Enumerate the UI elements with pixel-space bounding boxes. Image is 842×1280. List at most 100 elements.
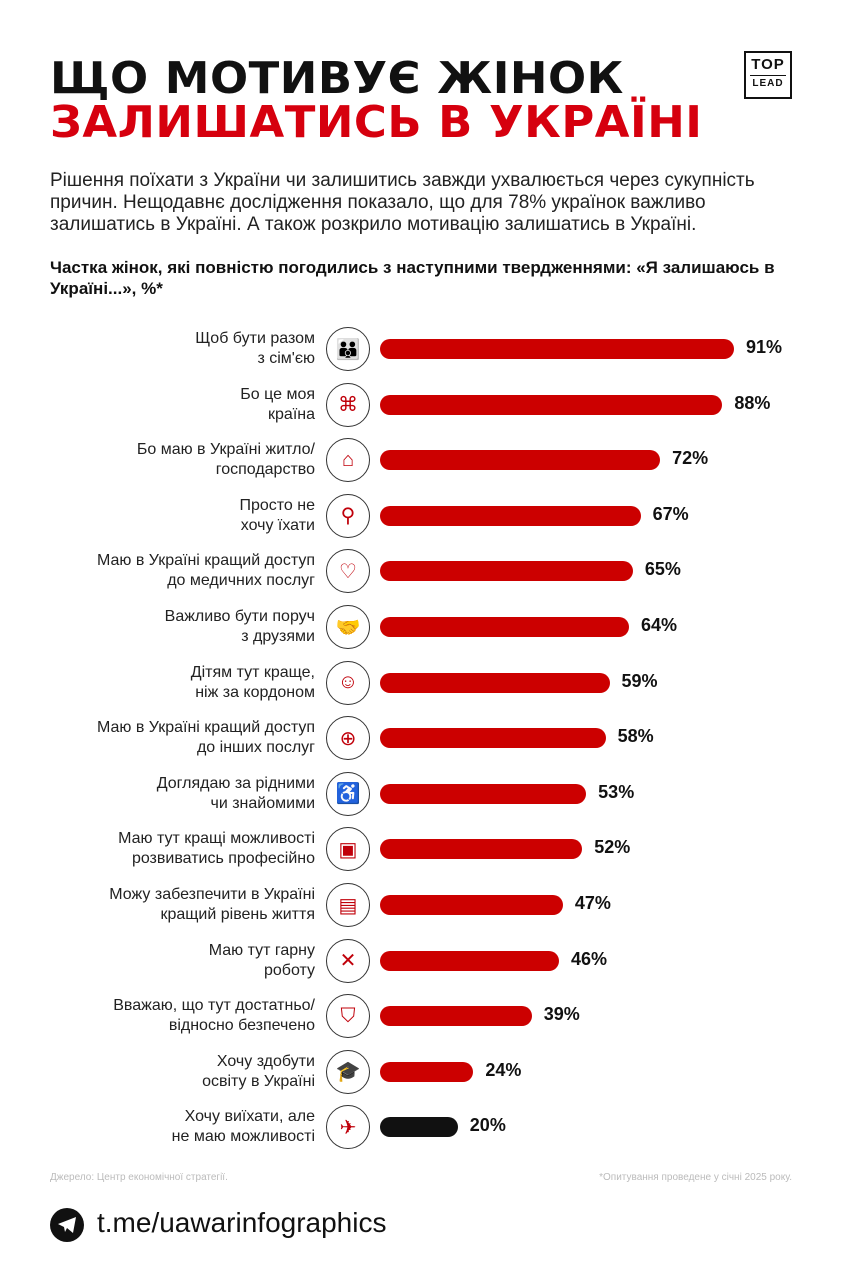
chart-row: Маю тут кращі можливості розвиватись проф… <box>0 825 842 875</box>
bar <box>380 505 641 526</box>
chart-title: Частка жінок, які повністю погодились з … <box>50 258 775 298</box>
bar <box>380 895 563 915</box>
category-label-line: розвиватись професійно <box>131 850 315 868</box>
bar <box>380 1061 474 1082</box>
bar <box>380 950 559 971</box>
handshake-icon: 🤝 <box>326 605 370 649</box>
category-label: Можу забезпечити в Україні кращий рівень … <box>15 885 315 925</box>
value-label: 65% <box>644 559 681 580</box>
chart-row: Маю в Україні кращий доступ до медичних п… <box>0 547 842 597</box>
bar <box>380 394 723 415</box>
chart-row: Бо маю в Україні житло/господарство ⌂ 72% <box>0 436 842 486</box>
chart-row: Просто не хочу їхати ⚲ 67% <box>0 492 842 542</box>
chart-row: Дітям тут краще, ніж за кордоном ☺ 59% <box>0 659 842 709</box>
wallet-icon: ▤ <box>326 883 370 927</box>
category-label-line: Бо маю в Україні житло/ <box>136 441 315 459</box>
chart-row: Можу забезпечити в Україні кращий рівень … <box>0 881 842 931</box>
bar <box>380 450 661 471</box>
family-icon: 👪 <box>326 327 370 371</box>
value-label: 20% <box>469 1115 506 1136</box>
location-pin-icon: ⚲ <box>326 493 370 538</box>
category-label: Вважаю, що тут достатньо/відносно безпеч… <box>15 996 315 1036</box>
category-label-line: роботу <box>263 961 315 979</box>
briefcase-icon: ▣ <box>326 827 370 872</box>
value-label: 64% <box>640 615 677 635</box>
bar <box>380 339 734 359</box>
chart-row: Хочу виїхати, але не маю можливості ✈ 20% <box>0 1103 842 1153</box>
child-balloon-icon: ☺ <box>326 660 370 705</box>
category-label-line: ніж за кордоном <box>195 683 315 701</box>
globe-icon: ⊕ <box>326 716 370 761</box>
bar <box>380 561 633 582</box>
category-label-line: Хочу здобути <box>216 1052 315 1070</box>
category-label: Важливо бути поруч з друзями <box>15 607 315 647</box>
value-label: 46% <box>570 948 607 969</box>
value-label: 58% <box>617 726 654 747</box>
value-label: 53% <box>598 781 635 802</box>
heart-pulse-icon: ♡ <box>326 549 370 594</box>
value-label: 91% <box>746 337 783 357</box>
category-label-line: до медичних послуг <box>167 572 315 590</box>
value-label: 59% <box>621 670 658 691</box>
category-label-line: Доглядаю за рідними <box>156 774 315 792</box>
category-label-line: кращий рівень життя <box>160 906 315 923</box>
chart-row: Щоб бути разом з сім'єю 👪 91% <box>0 325 842 375</box>
category-label: Щоб бути разом з сім'єю <box>15 329 315 369</box>
category-label-line: Дітям тут краще, <box>190 663 315 681</box>
value-label: 88% <box>734 392 771 413</box>
category-label-line: Можу забезпечити в Україні <box>109 886 315 903</box>
telegram-icon <box>50 1208 84 1242</box>
category-label-line: Маю тут кращі можливості <box>118 830 315 848</box>
logo-bottom: LEAD <box>750 75 786 89</box>
value-label: 47% <box>574 893 611 913</box>
tools-icon: ✕ <box>326 938 370 983</box>
logo-top: TOP <box>751 56 785 73</box>
category-label: Бо маю в Україні житло/господарство <box>15 440 315 480</box>
value-label: 39% <box>543 1004 580 1025</box>
title-line-2: ЗАЛИШАТИСЬ В УКРАЇНІ <box>50 97 703 148</box>
value-label: 67% <box>652 503 689 524</box>
bar <box>380 617 629 637</box>
category-label-line: відносно безпечено <box>168 1017 315 1035</box>
category-label-line: Щоб бути разом <box>195 330 315 347</box>
top-lead-logo: TOP LEAD <box>744 51 792 99</box>
category-label: Маю тут гарну роботу <box>15 941 315 981</box>
house-icon: ⌂ <box>326 438 370 483</box>
ukraine-map-icon: ⌘ <box>326 382 370 427</box>
category-label: Хочу виїхати, але не маю можливості <box>15 1107 315 1147</box>
telegram-channel-link[interactable]: t.me/uawarinfographics <box>97 1207 387 1238</box>
category-label: Маю тут кращі можливості розвиватись проф… <box>15 829 315 869</box>
intro-text: Рішення поїхати з України чи залишитись … <box>50 170 755 235</box>
value-label: 24% <box>485 1059 522 1080</box>
bar <box>380 672 610 693</box>
chart-row: Маю в Україні кращий доступ до інших посл… <box>0 714 842 764</box>
bar <box>380 1006 532 1027</box>
bar <box>380 839 583 860</box>
category-label-line: Хочу виїхати, але <box>184 1108 315 1126</box>
category-label-line: Просто не <box>239 496 315 514</box>
bar <box>380 783 587 804</box>
no-plane-icon: ✈ <box>326 1105 370 1150</box>
category-label-line: Маю в Україні кращий доступ <box>96 719 315 737</box>
category-label: Доглядаю за рідними чи знайомими <box>15 774 315 814</box>
chart-row: Важливо бути поруч з друзями 🤝 64% <box>0 603 842 653</box>
category-label-line: хочу їхати <box>240 516 315 534</box>
category-label-line: до інших послуг <box>196 739 315 757</box>
survey-note: *Опитування проведене у січні 2025 року. <box>599 1172 792 1183</box>
category-label: Хочу здобути освіту в Україні <box>15 1052 315 1092</box>
category-label-line: Бо це моя <box>240 385 315 403</box>
bar <box>380 728 606 749</box>
category-label-line: країна <box>268 405 315 423</box>
value-label: 72% <box>672 448 709 469</box>
category-label-line: не маю можливості <box>171 1128 315 1146</box>
source-note: Джерело: Центр економічної стратегії. <box>50 1172 228 1183</box>
category-label-line: господарство <box>215 461 315 479</box>
category-label-line: Маю тут гарну <box>208 941 315 959</box>
category-label: Бо це моя країна <box>15 385 315 425</box>
bar <box>380 1117 458 1138</box>
category-label: Дітям тут краще, ніж за кордоном <box>15 663 315 703</box>
chart-row: Маю тут гарну роботу ✕ 46% <box>0 937 842 987</box>
category-label-line: Маю в Україні кращий доступ <box>96 552 315 570</box>
category-label-line: з сім'єю <box>257 350 315 367</box>
chart-row: Вважаю, що тут достатньо/відносно безпеч… <box>0 992 842 1042</box>
